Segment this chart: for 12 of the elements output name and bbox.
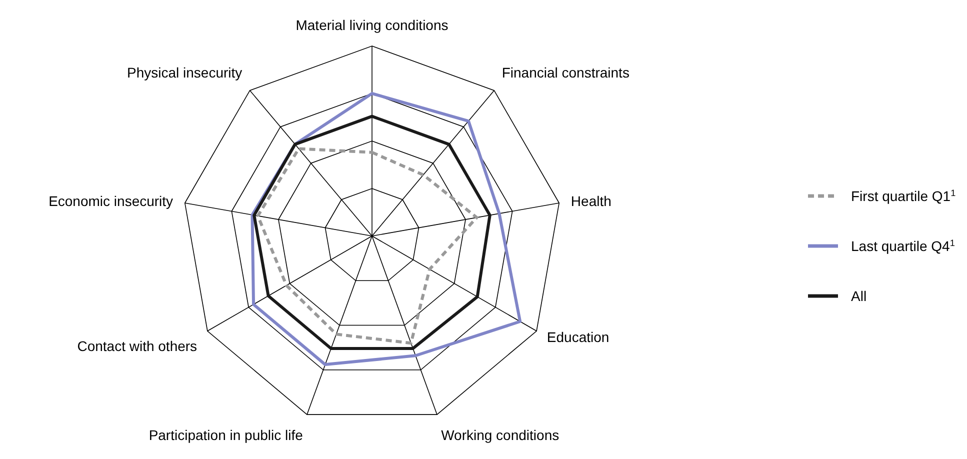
spoke-label: Material living conditions	[296, 17, 448, 33]
spoke-label: Education	[546, 329, 610, 345]
spoke-label: Working conditions	[441, 426, 560, 443]
spoke-label: Health	[570, 192, 612, 209]
legend-label: First quartile Q1$^{1}$	[851, 188, 956, 204]
legend-label: All	[851, 288, 867, 304]
spoke-label: Economic insecurity	[48, 192, 174, 209]
legend-label: Last quartile Q4$^{1}$	[851, 238, 955, 254]
spoke-label: Participation in public life	[148, 426, 304, 443]
spoke-label: Contact with others	[77, 338, 198, 354]
spoke-label: Physical insecurity	[127, 64, 242, 80]
spoke-label: Financial constraints	[502, 64, 630, 80]
